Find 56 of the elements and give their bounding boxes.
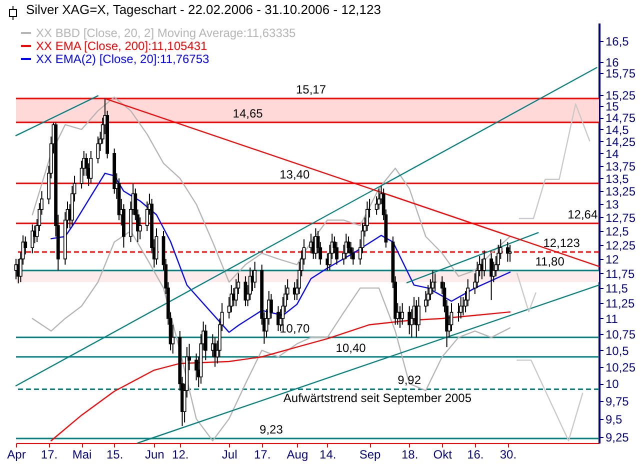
annotation: 10,70: [280, 321, 310, 336]
y-tick-label: 10,5: [606, 344, 630, 358]
legend-label: XX EMA [Close, 200]:11,105431: [36, 39, 208, 53]
y-tick-label: 14,5: [606, 122, 630, 137]
x-tick-label: Aug: [286, 448, 308, 462]
y-tick-label: 13,5: [606, 172, 630, 186]
y-tick-label: 14,25: [606, 134, 636, 149]
annotation: 13,40: [280, 167, 310, 182]
y-tick-label: 12,75: [606, 210, 636, 225]
x-tick-label: 16.: [467, 448, 484, 462]
y-tick-label: 13: [606, 198, 620, 212]
y-tick-label: 13,25: [606, 184, 636, 199]
x-tick-label: 30.: [500, 448, 517, 462]
chart-title: Silver XAG=X, Tageschart - 22.02.2006 - 31.10.2006 - 12,123: [26, 2, 381, 17]
x-tick-label: Okt: [433, 448, 453, 462]
x-tick-label: Apr: [7, 448, 26, 462]
y-tick-label: 11: [606, 312, 618, 326]
x-tick-label: 14.: [320, 448, 336, 462]
x-tick-label: 15.: [106, 448, 124, 462]
y-tick-label: 10,25: [606, 360, 636, 374]
y-tick-label: 14,75: [606, 111, 636, 126]
annotation: 15,17: [296, 82, 326, 97]
annotation: 11,80: [535, 254, 565, 268]
y-tick-label: 11,5: [606, 282, 628, 296]
x-tick-label: Jul: [222, 448, 238, 462]
x-tick-label: 17.: [40, 448, 58, 462]
y-tick-label: 15: [606, 100, 620, 114]
annotation: 12,64: [568, 207, 598, 222]
y-tick-label: 10,75: [606, 328, 636, 342]
y-tick-label: 11,75: [606, 266, 635, 281]
x-tick-label: Jun: [144, 448, 164, 462]
annotation: Aufwärtstrend seit September 2005: [283, 391, 472, 405]
x-tick-label: Mai: [72, 448, 92, 462]
annotation: 9,92: [398, 373, 422, 388]
y-tick-label: 12,5: [606, 224, 630, 238]
x-tick-label: 12.: [172, 448, 189, 462]
y-tick-label: 11,25: [606, 296, 635, 311]
y-tick-label: 12,25: [606, 238, 636, 252]
y-tick-label: 9,75: [606, 394, 630, 409]
annotation: 14,65: [232, 106, 264, 120]
x-tick-label: Sep: [359, 448, 382, 462]
annotation: 12,123: [543, 236, 580, 250]
legend-label: XX EMA(2) [Close, 20]:11,76753: [36, 52, 210, 66]
y-tick-label: 9,25: [606, 430, 630, 445]
y-tick-label: 10: [606, 377, 620, 392]
x-tick-label: 18.: [402, 448, 418, 462]
y-tick-label: 15,25: [606, 88, 636, 102]
x-tick-label: 17.: [254, 448, 271, 462]
y-tick-label: 9,5: [606, 412, 623, 426]
y-tick-label: 14: [606, 146, 620, 161]
y-tick-label: 16,5: [606, 34, 630, 49]
y-tick-label: 13,75: [606, 159, 636, 174]
annotation: 9,23: [260, 422, 284, 437]
legend-label: XX BBD [Close, 20, 2] Moving Average:11,63335: [36, 26, 296, 40]
annotation: 10,40: [336, 340, 366, 355]
y-tick-label: 12: [606, 252, 620, 266]
